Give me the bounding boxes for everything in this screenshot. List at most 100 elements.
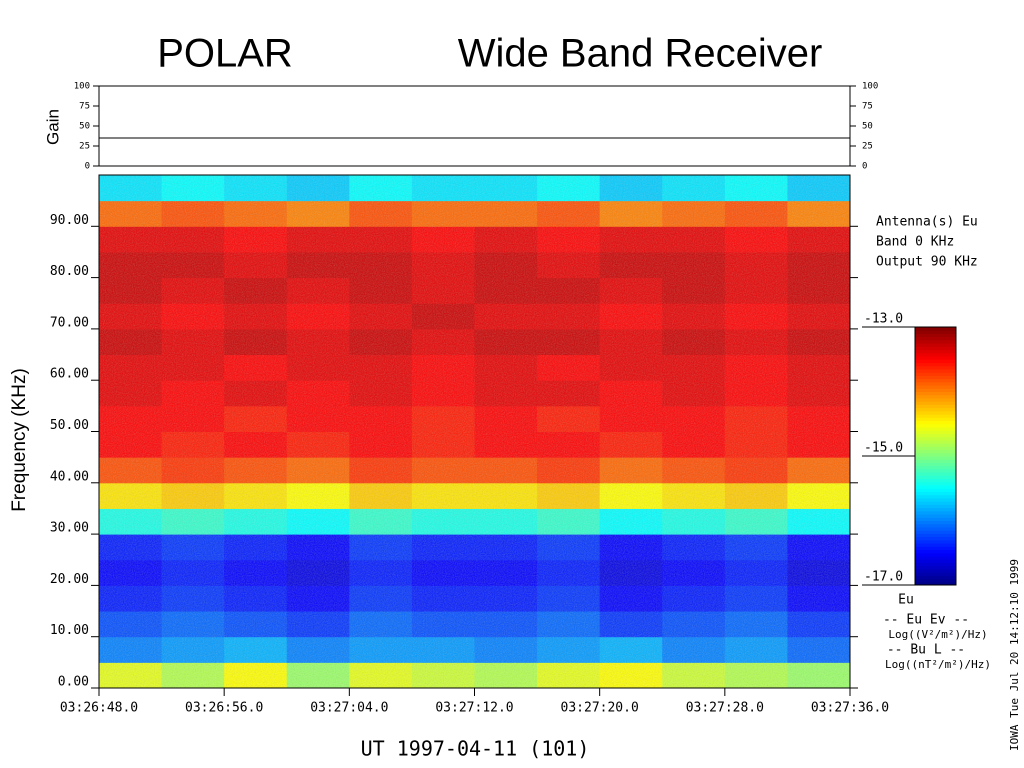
colorbar-tick-label: -17.0 — [864, 570, 903, 585]
y-tick-label: 20.00 — [50, 572, 89, 587]
colorbar-swatch — [915, 468, 956, 473]
colorbar-swatch — [915, 375, 956, 380]
colorbar-swatch — [915, 420, 956, 425]
y-tick-label: 10.00 — [50, 623, 89, 638]
colorbar-swatch — [915, 530, 956, 534]
colorbar-tick-label: -13.0 — [864, 312, 903, 327]
annotation: Band 0 KHz — [876, 235, 954, 250]
title: POLAR — [157, 32, 293, 76]
colorbar-swatch — [915, 546, 956, 551]
gain-tick-label: 25 — [79, 142, 90, 152]
colorbar-swatch — [915, 562, 956, 567]
colorbar-swatch — [915, 565, 956, 570]
colorbar-swatch — [915, 397, 956, 402]
colorbar-swatch — [915, 378, 956, 383]
x-axis-label: UT 1997-04-11 (101) — [361, 737, 590, 761]
y-tick-label: 40.00 — [50, 469, 89, 484]
colorbar-swatch — [915, 423, 956, 428]
colorbar-swatch — [915, 581, 956, 586]
colorbar-swatch — [915, 346, 956, 351]
colorbar-swatch — [915, 494, 956, 499]
footer: IOWA Tue Jul 20 14:12:10 1999 — [1008, 559, 1021, 751]
y-tick-label: 70.00 — [50, 315, 89, 330]
colorbar-swatch — [915, 394, 956, 399]
colorbar-tick-label: -15.0 — [864, 441, 903, 456]
colorbar-swatch — [915, 497, 956, 502]
colorbar-swatch — [915, 410, 956, 415]
annotation: Output 90 KHz — [876, 255, 978, 270]
colorbar-swatch — [915, 446, 956, 451]
colorbar-swatch — [915, 449, 956, 454]
x-tick-label: 03:27:36.0 — [811, 701, 889, 716]
colorbar-swatch — [915, 536, 956, 541]
colorbar-swatch — [915, 401, 956, 405]
colorbar-swatch — [915, 507, 956, 512]
x-tick-label: 03:27:20.0 — [561, 701, 639, 716]
legend-note: Log((nT²/m²)/Hz) — [885, 658, 991, 671]
colorbar-swatch — [915, 352, 956, 357]
colorbar-swatch — [915, 526, 956, 531]
colorbar-swatch — [915, 426, 956, 431]
colorbar-swatch — [915, 388, 956, 392]
colorbar-swatch — [915, 372, 956, 376]
colorbar-swatch — [915, 543, 956, 547]
gain-tick-label: 0 — [85, 162, 90, 172]
gain-tick-label: 100 — [74, 82, 90, 92]
x-tick-label: 03:26:56.0 — [185, 701, 263, 716]
colorbar-swatch — [915, 459, 956, 463]
y-tick-label: 60.00 — [50, 367, 89, 382]
colorbar-swatch — [915, 391, 956, 396]
legend-note: Log((V²/m²)/Hz) — [888, 628, 987, 641]
colorbar-swatch — [915, 472, 956, 476]
gain-tick-label: 75 — [862, 102, 873, 112]
y-tick-label: 90.00 — [50, 213, 89, 228]
colorbar-swatch — [915, 349, 956, 354]
colorbar-swatch — [915, 533, 956, 538]
colorbar-swatch — [915, 362, 956, 367]
colorbar-swatch — [915, 430, 956, 434]
colorbar-swatch — [915, 436, 956, 441]
colorbar-swatch — [915, 456, 956, 460]
colorbar-swatch — [915, 381, 956, 386]
colorbar-swatch — [915, 407, 956, 412]
colorbar-swatch — [915, 568, 956, 573]
colorbar-swatch — [915, 559, 956, 563]
gain-tick-label: 50 — [79, 122, 90, 132]
colorbar-swatch — [915, 481, 956, 486]
legend-note: -- Bu L -- — [887, 643, 965, 658]
colorbar-swatch — [915, 465, 956, 470]
x-tick-label: 03:26:48.0 — [60, 701, 138, 716]
colorbar-swatch — [915, 333, 956, 338]
x-tick-label: 03:27:04.0 — [310, 701, 388, 716]
legend-note: -- Eu Ev -- — [883, 613, 969, 628]
x-tick-label: 03:27:28.0 — [686, 701, 764, 716]
colorbar-swatch — [915, 549, 956, 554]
colorbar-swatch — [915, 475, 956, 480]
colorbar-swatch — [915, 552, 956, 557]
y-tick-label: 30.00 — [50, 521, 89, 536]
colorbar-swatch — [915, 520, 956, 525]
colorbar-swatch — [915, 517, 956, 521]
colorbar-swatch — [915, 365, 956, 370]
x-tick-label: 03:27:12.0 — [435, 701, 513, 716]
colorbar-swatch — [915, 339, 956, 344]
colorbar-swatch — [915, 462, 956, 467]
gain-label: Gain — [43, 109, 62, 145]
colorbar-swatch — [915, 359, 956, 363]
texture — [99, 175, 850, 688]
gain-frame — [98, 85, 851, 167]
colorbar-swatch — [915, 575, 956, 580]
title: Wide Band Receiver — [458, 32, 823, 76]
colorbar-swatch — [915, 514, 956, 518]
y-axis-label: Frequency (KHz) — [9, 368, 30, 512]
colorbar-swatch — [915, 417, 956, 422]
gain-tick-label: 50 — [862, 122, 873, 132]
colorbar-swatch — [915, 368, 956, 373]
y-tick-label: 50.00 — [50, 418, 89, 433]
colorbar-label: Eu — [898, 593, 914, 608]
colorbar-swatch — [915, 336, 956, 341]
gain-tick-label: 0 — [862, 162, 867, 172]
colorbar-swatch — [915, 501, 956, 505]
colorbar-swatch — [915, 443, 956, 447]
